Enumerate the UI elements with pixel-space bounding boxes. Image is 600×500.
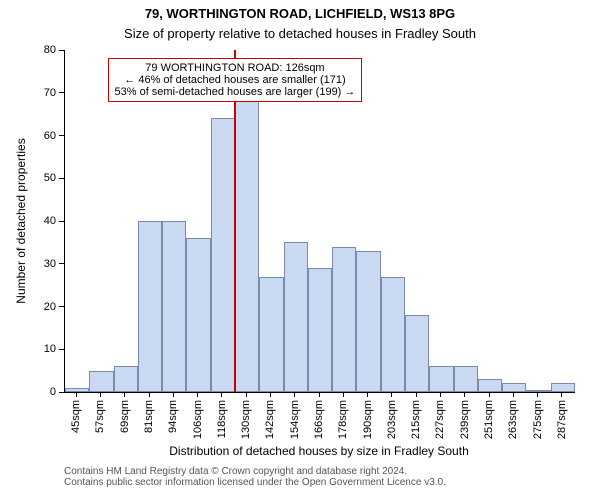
x-tick-mark (489, 392, 490, 397)
x-tick-label: 94sqm (167, 400, 179, 433)
histogram-bar (478, 379, 502, 392)
x-tick-label: 118sqm (216, 400, 228, 438)
y-tick-label: 80 (44, 44, 56, 56)
histogram-bar (551, 383, 575, 392)
y-tick-label: 50 (44, 172, 56, 184)
y-tick-label: 20 (44, 301, 56, 313)
histogram-bar (114, 366, 138, 392)
histogram-bar (405, 315, 429, 392)
x-tick-mark (294, 392, 295, 397)
x-tick-mark (124, 392, 125, 397)
histogram-bar (429, 366, 453, 392)
annotation-line: ← 46% of detached houses are smaller (17… (115, 74, 356, 86)
x-tick-label: 263sqm (507, 400, 519, 439)
histogram-bar (332, 247, 356, 392)
y-axis-label: Number of detached properties (14, 50, 28, 392)
y-tick-mark (59, 263, 64, 264)
x-tick-label: 166sqm (313, 400, 325, 439)
histogram-bar (308, 268, 332, 392)
x-tick-label: 239sqm (459, 400, 471, 439)
x-tick-label: 178sqm (337, 400, 349, 439)
x-tick-label: 81sqm (143, 400, 155, 433)
y-tick-mark (59, 178, 64, 179)
y-tick-label: 10 (44, 343, 56, 355)
footer-line: Contains public sector information licen… (64, 477, 446, 488)
y-tick-label: 30 (44, 258, 56, 270)
x-tick-mark (561, 392, 562, 397)
x-tick-mark (100, 392, 101, 397)
histogram-bar (162, 221, 186, 392)
x-tick-mark (391, 392, 392, 397)
histogram-bar (454, 366, 478, 392)
y-tick-mark (59, 50, 64, 51)
y-tick-label: 0 (50, 386, 56, 398)
x-tick-mark (197, 392, 198, 397)
footer-attribution: Contains HM Land Registry data © Crown c… (64, 466, 446, 488)
histogram-bar (138, 221, 162, 392)
histogram-bar (235, 101, 259, 392)
histogram-bar (284, 242, 308, 392)
histogram-bar (259, 277, 283, 392)
y-tick-label: 60 (44, 130, 56, 142)
x-tick-label: 203sqm (386, 400, 398, 439)
x-tick-mark (537, 392, 538, 397)
x-tick-label: 275sqm (532, 400, 544, 439)
x-tick-mark (319, 392, 320, 397)
x-tick-label: 287sqm (556, 400, 568, 439)
y-tick-label: 70 (44, 87, 56, 99)
y-tick-mark (59, 392, 64, 393)
annotation-line: 79 WORTHINGTON ROAD: 126sqm (115, 62, 356, 74)
histogram-bar (211, 118, 235, 392)
x-tick-label: 69sqm (119, 400, 131, 433)
y-tick-mark (59, 221, 64, 222)
y-tick-mark (59, 349, 64, 350)
x-tick-mark (246, 392, 247, 397)
footer-line: Contains HM Land Registry data © Crown c… (64, 466, 446, 477)
x-tick-mark (440, 392, 441, 397)
x-tick-label: 251sqm (483, 400, 495, 439)
annotation-box: 79 WORTHINGTON ROAD: 126sqm← 46% of deta… (108, 58, 363, 102)
x-tick-mark (464, 392, 465, 397)
y-tick-mark (59, 92, 64, 93)
histogram-bar (186, 238, 210, 392)
y-tick-mark (59, 306, 64, 307)
x-tick-mark (513, 392, 514, 397)
chart-title-address: 79, WORTHINGTON ROAD, LICHFIELD, WS13 8P… (0, 6, 600, 21)
y-tick-mark (59, 135, 64, 136)
x-tick-mark (76, 392, 77, 397)
x-tick-mark (221, 392, 222, 397)
x-tick-mark (343, 392, 344, 397)
x-tick-label: 154sqm (289, 400, 301, 439)
annotation-line: 53% of semi-detached houses are larger (… (115, 86, 356, 98)
x-tick-label: 227sqm (434, 400, 446, 439)
x-tick-label: 106sqm (192, 400, 204, 439)
histogram-bar (526, 390, 550, 392)
x-tick-label: 57sqm (94, 400, 106, 433)
plot-area: 79 WORTHINGTON ROAD: 126sqm← 46% of deta… (64, 50, 575, 393)
histogram-bar (65, 388, 89, 392)
figure: 79, WORTHINGTON ROAD, LICHFIELD, WS13 8P… (0, 0, 600, 500)
histogram-bar (502, 383, 526, 392)
histogram-bar (381, 277, 405, 392)
chart-title-subtitle: Size of property relative to detached ho… (0, 26, 600, 41)
x-tick-mark (149, 392, 150, 397)
x-tick-label: 130sqm (240, 400, 252, 439)
histogram-bar (356, 251, 380, 392)
x-tick-mark (416, 392, 417, 397)
histogram-bar (89, 371, 113, 392)
y-tick-label: 40 (44, 215, 56, 227)
x-tick-label: 190sqm (362, 400, 374, 439)
x-tick-label: 215sqm (410, 400, 422, 439)
x-tick-label: 45sqm (70, 400, 82, 433)
x-tick-mark (367, 392, 368, 397)
x-tick-mark (173, 392, 174, 397)
x-tick-mark (270, 392, 271, 397)
x-axis-label: Distribution of detached houses by size … (64, 444, 574, 458)
x-tick-label: 142sqm (264, 400, 276, 439)
